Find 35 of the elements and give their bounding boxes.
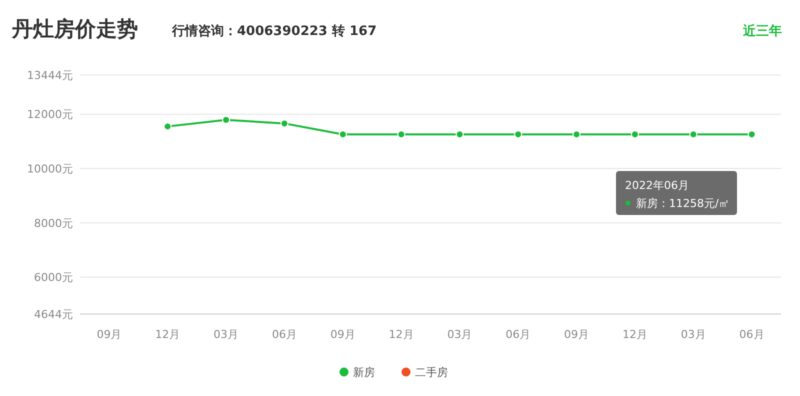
y-tick-label: 6000元	[34, 271, 73, 284]
point	[572, 130, 581, 138]
x-tick-label: 03月	[680, 328, 706, 341]
x-tick-label: 03月	[447, 328, 472, 341]
chart-title: 丹灶房价走势	[11, 17, 138, 41]
point	[514, 130, 522, 138]
point	[689, 130, 698, 138]
x-tick-label: 12月	[622, 328, 648, 341]
y-tick-label: 4644元	[34, 308, 73, 321]
point	[397, 130, 406, 138]
point	[748, 130, 756, 138]
x-tick-label: 06月	[506, 328, 531, 341]
y-tick-label: 8000元	[34, 216, 73, 230]
y-tick-label: 10000元	[27, 162, 73, 176]
tooltip: 2022年06月 新房：11258元/㎡	[616, 171, 737, 215]
x-tick-label: 06月	[739, 328, 764, 341]
y-tick-label: 12000元	[27, 108, 73, 122]
annotation: 新房：11258元/㎡	[636, 197, 730, 210]
legend-label: 二手房	[415, 366, 448, 379]
point	[456, 130, 464, 138]
x-tick-label: 12月	[388, 328, 414, 341]
x-tick-label: 09月	[330, 328, 356, 341]
x-tick-label: 12月	[155, 328, 180, 341]
x-tick-label: 09月	[96, 328, 122, 341]
annotation: 2022年06月	[625, 179, 689, 192]
legend-label: 新房	[353, 366, 375, 379]
chart-subtitle: 行情咨询：4006390223 转 167	[171, 24, 377, 39]
x-tick-label: 06月	[272, 328, 297, 341]
y-tick-label: 13444元	[27, 69, 73, 82]
x-tick-label: 09月	[564, 328, 590, 341]
point	[630, 130, 639, 138]
point	[338, 130, 347, 138]
x-tick-label: 03月	[214, 328, 239, 341]
point	[222, 116, 230, 124]
text: 近三年	[742, 23, 782, 39]
